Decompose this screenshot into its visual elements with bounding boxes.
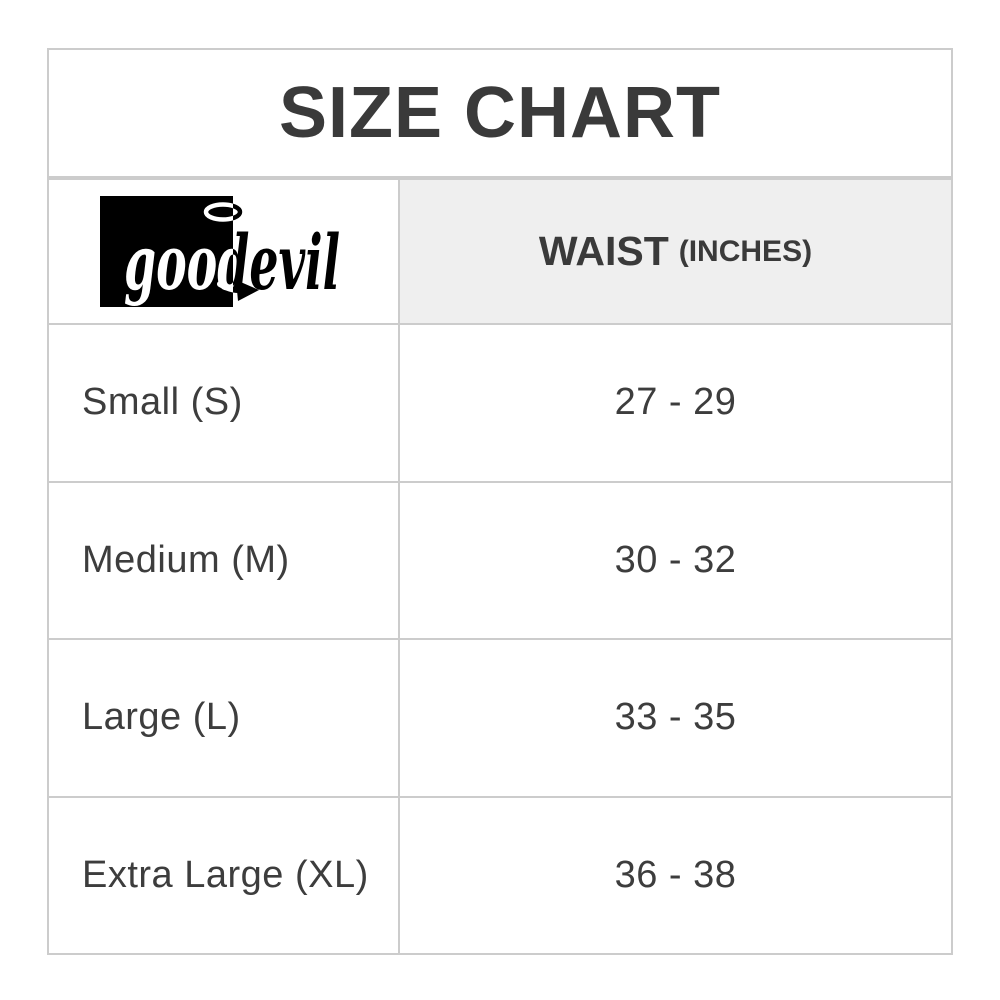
logo-halo-icon <box>203 202 243 222</box>
size-cell: Small (S) <box>82 381 243 424</box>
table-row: Small (S) 27 - 29 <box>49 325 951 483</box>
logo-text-white: goodevil <box>124 218 340 307</box>
logo-devil-tail-arrow-icon <box>217 280 259 301</box>
waist-cell: 27 - 29 <box>398 325 951 481</box>
waist-header-label: WAIST <box>538 228 669 274</box>
logo-black-box <box>100 196 233 307</box>
waist-column-header: WAIST (INCHES) <box>398 180 951 323</box>
goodevil-logo: goodevil goodevil <box>100 196 340 307</box>
table-row: Medium (M) 30 - 32 <box>49 482 951 640</box>
size-cell: Medium (M) <box>82 538 290 581</box>
waist-cell: 36 - 38 <box>398 797 951 953</box>
table-row: Extra Large (XL) 36 - 38 <box>49 797 951 953</box>
table-header-row: goodevil goodevil WAIST (INCHES) <box>49 180 951 325</box>
waist-cell: 33 - 35 <box>398 640 951 796</box>
waist-header-unit: (INCHES) <box>678 234 813 268</box>
title-row: SIZE CHART <box>49 50 951 180</box>
page-title: SIZE CHART <box>279 73 721 153</box>
size-chart-card: SIZE CHART goodevil goodevil <box>47 48 953 955</box>
table-row: Large (L) 33 - 35 <box>49 640 951 798</box>
waist-cell: 30 - 32 <box>398 482 951 638</box>
size-cell: Large (L) <box>82 696 241 739</box>
brand-logo-cell: goodevil goodevil <box>49 180 398 323</box>
size-cell: Extra Large (XL) <box>82 853 369 896</box>
